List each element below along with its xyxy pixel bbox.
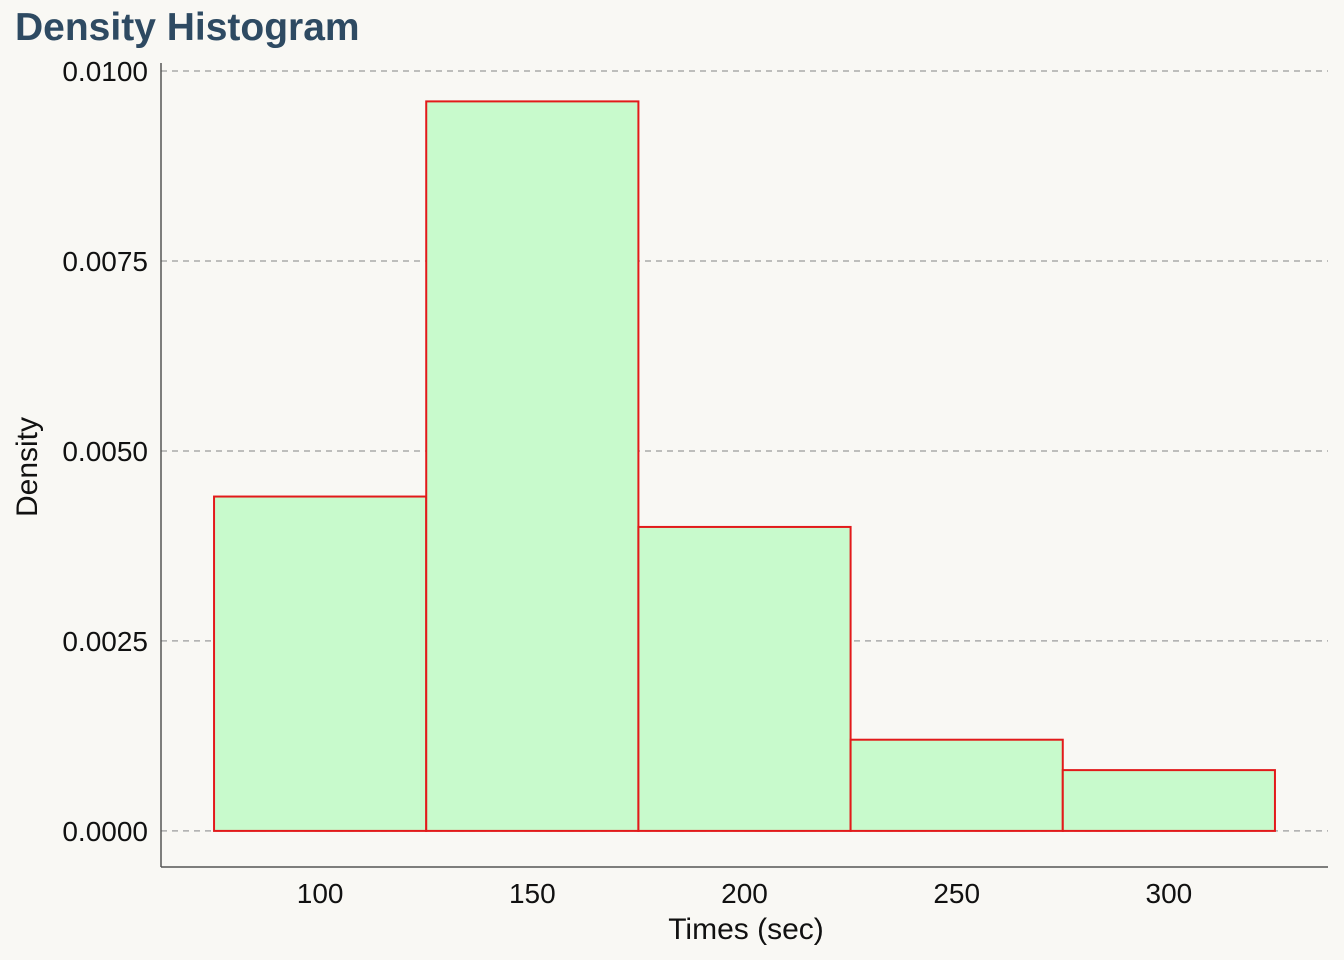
- histogram-bar: [637, 525, 852, 832]
- y-tick-label: 0.0100: [62, 56, 148, 87]
- chart-title: Density Histogram: [15, 6, 360, 49]
- x-tick-label: 100: [297, 878, 344, 909]
- y-axis-label: Density: [11, 417, 44, 517]
- x-axis-label: Times (sec): [668, 913, 824, 946]
- histogram-bar: [849, 738, 1064, 832]
- x-tick-label: 300: [1146, 878, 1193, 909]
- x-tick-label: 200: [721, 878, 768, 909]
- histogram-bar: [213, 495, 428, 832]
- y-tick-label: 0.0000: [62, 816, 148, 847]
- y-tick-label: 0.0025: [62, 626, 148, 657]
- bars: [213, 100, 1276, 832]
- histogram-bar: [1061, 769, 1276, 832]
- y-tick-label: 0.0050: [62, 436, 148, 467]
- x-tick-label: 250: [933, 878, 980, 909]
- x-tick-label: 150: [509, 878, 556, 909]
- histogram-bar: [425, 100, 640, 832]
- y-tick-label: 0.0075: [62, 246, 148, 277]
- axes: [160, 63, 1328, 868]
- tick-labels: 0.0000 0.0025 0.0050 0.0075 0.0100 100 150 200 2…: [62, 56, 1192, 909]
